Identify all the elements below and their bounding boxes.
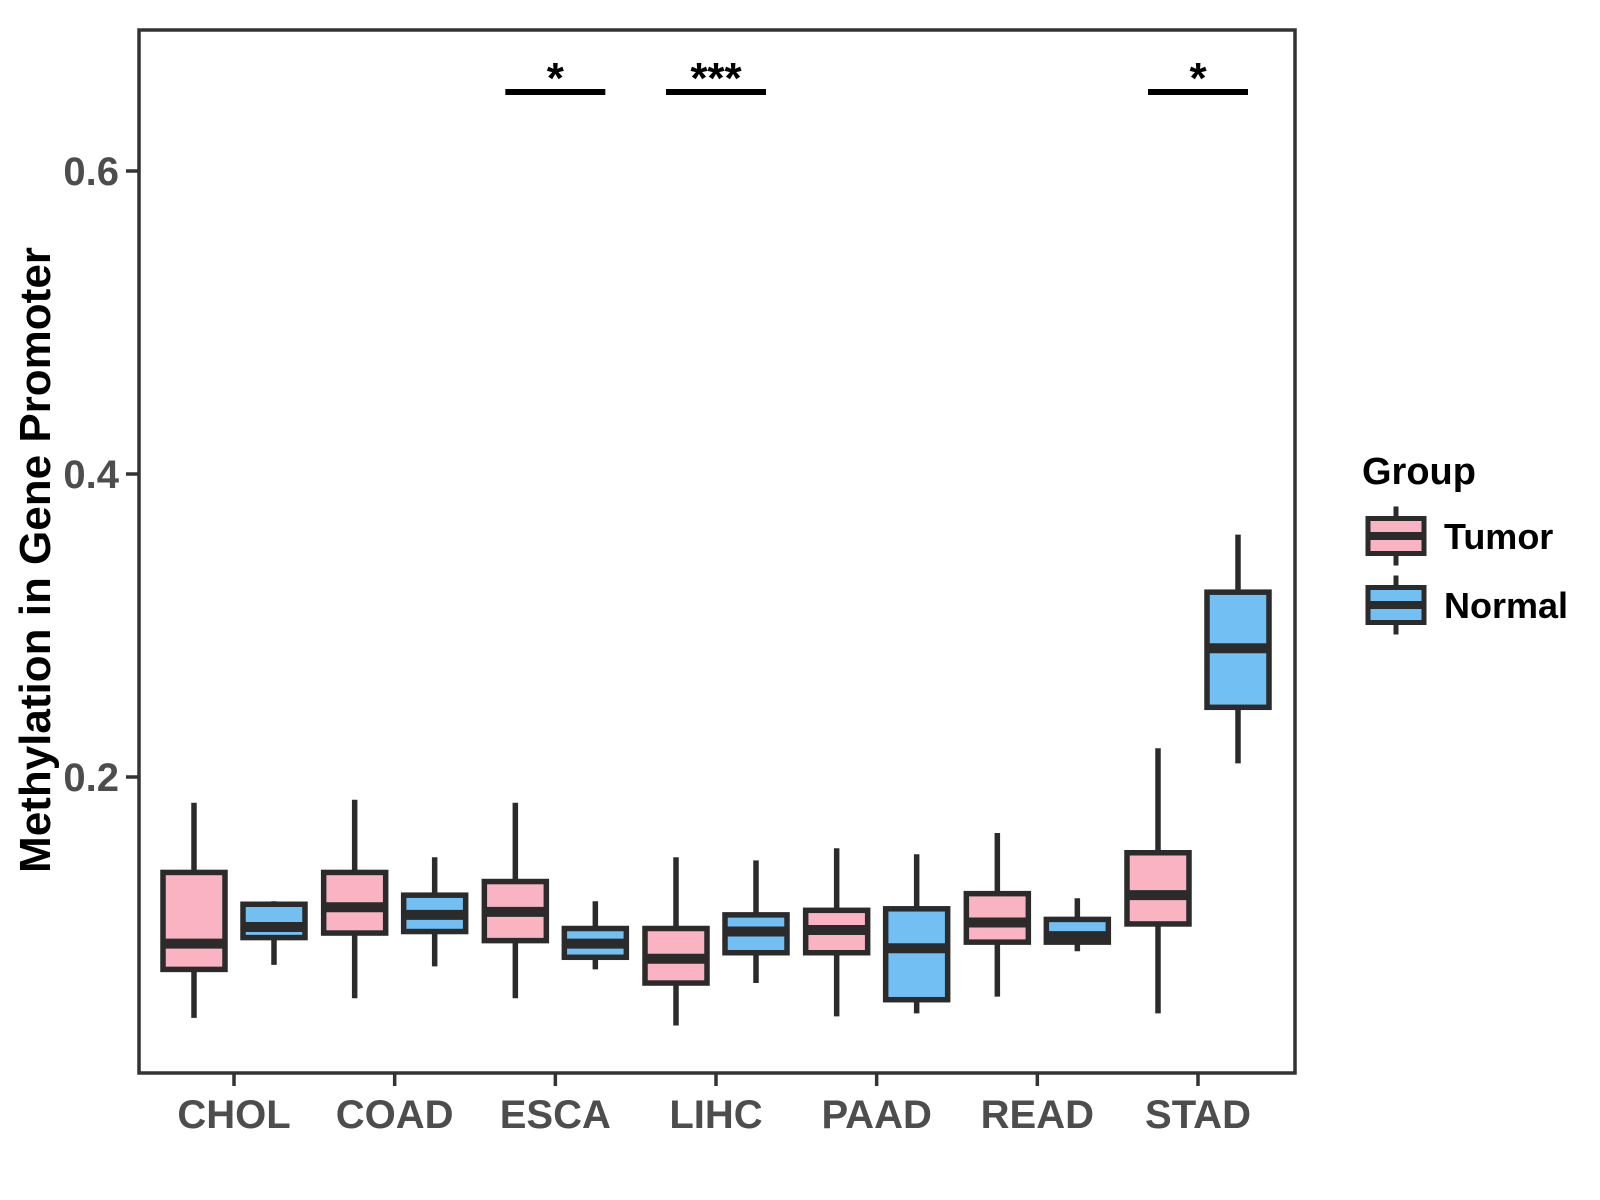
boxplot-tumor-READ: [963, 833, 1032, 997]
y-axis-tick-label: 0.4: [63, 453, 119, 497]
significance-stars-esca: *: [547, 54, 565, 103]
x-axis-tick-label: ESCA: [500, 1093, 611, 1137]
iqr-box: [1124, 850, 1192, 927]
y-axis-title: Methylation in Gene Promoter: [11, 247, 60, 873]
x-axis-tick-label: CHOL: [177, 1093, 290, 1137]
boxplot-tumor-PAAD: [802, 848, 871, 1017]
x-axis-tick-label: STAD: [1145, 1093, 1251, 1137]
boxplot-tumor-ESCA: [481, 802, 550, 999]
boxplot-tumor-CHOL: [160, 802, 228, 1018]
boxplot-normal-LIHC: [722, 860, 790, 984]
legend-key-normal: [1365, 575, 1427, 635]
y-axis-tick-label: 0.6: [63, 150, 119, 194]
x-axis-tick-label: LIHC: [669, 1093, 762, 1137]
boxplot-normal-COAD: [400, 857, 469, 967]
y-axis-tick-label: 0.2: [63, 756, 119, 800]
legend-key-tumor: [1365, 506, 1427, 566]
significance-stars-stad: *: [1189, 54, 1207, 103]
legend-label-normal: Normal: [1444, 585, 1568, 626]
iqr-box: [160, 869, 228, 973]
legend-title: Group: [1362, 451, 1476, 493]
boxplot-normal-READ: [1043, 898, 1112, 952]
plot-panel-border: [137, 28, 1297, 1075]
boxplot-tumor-STAD: [1124, 748, 1192, 1014]
significance-stars-lihc: ***: [690, 54, 742, 103]
iqr-box: [882, 906, 951, 1003]
x-axis-tick-label: COAD: [336, 1093, 454, 1137]
x-axis-tick-label: PAAD: [821, 1093, 931, 1137]
boxplot-normal-PAAD: [882, 854, 951, 1014]
boxplot-normal-STAD: [1204, 534, 1272, 764]
boxplot-normal-CHOL: [240, 901, 308, 965]
boxplot-tumor-LIHC: [642, 857, 710, 1026]
iqr-box: [240, 901, 308, 941]
x-axis-tick-label: READ: [981, 1093, 1094, 1137]
legend-label-tumor: Tumor: [1444, 516, 1553, 557]
boxplot-normal-ESCA: [561, 901, 630, 970]
boxplot-tumor-COAD: [320, 799, 389, 999]
